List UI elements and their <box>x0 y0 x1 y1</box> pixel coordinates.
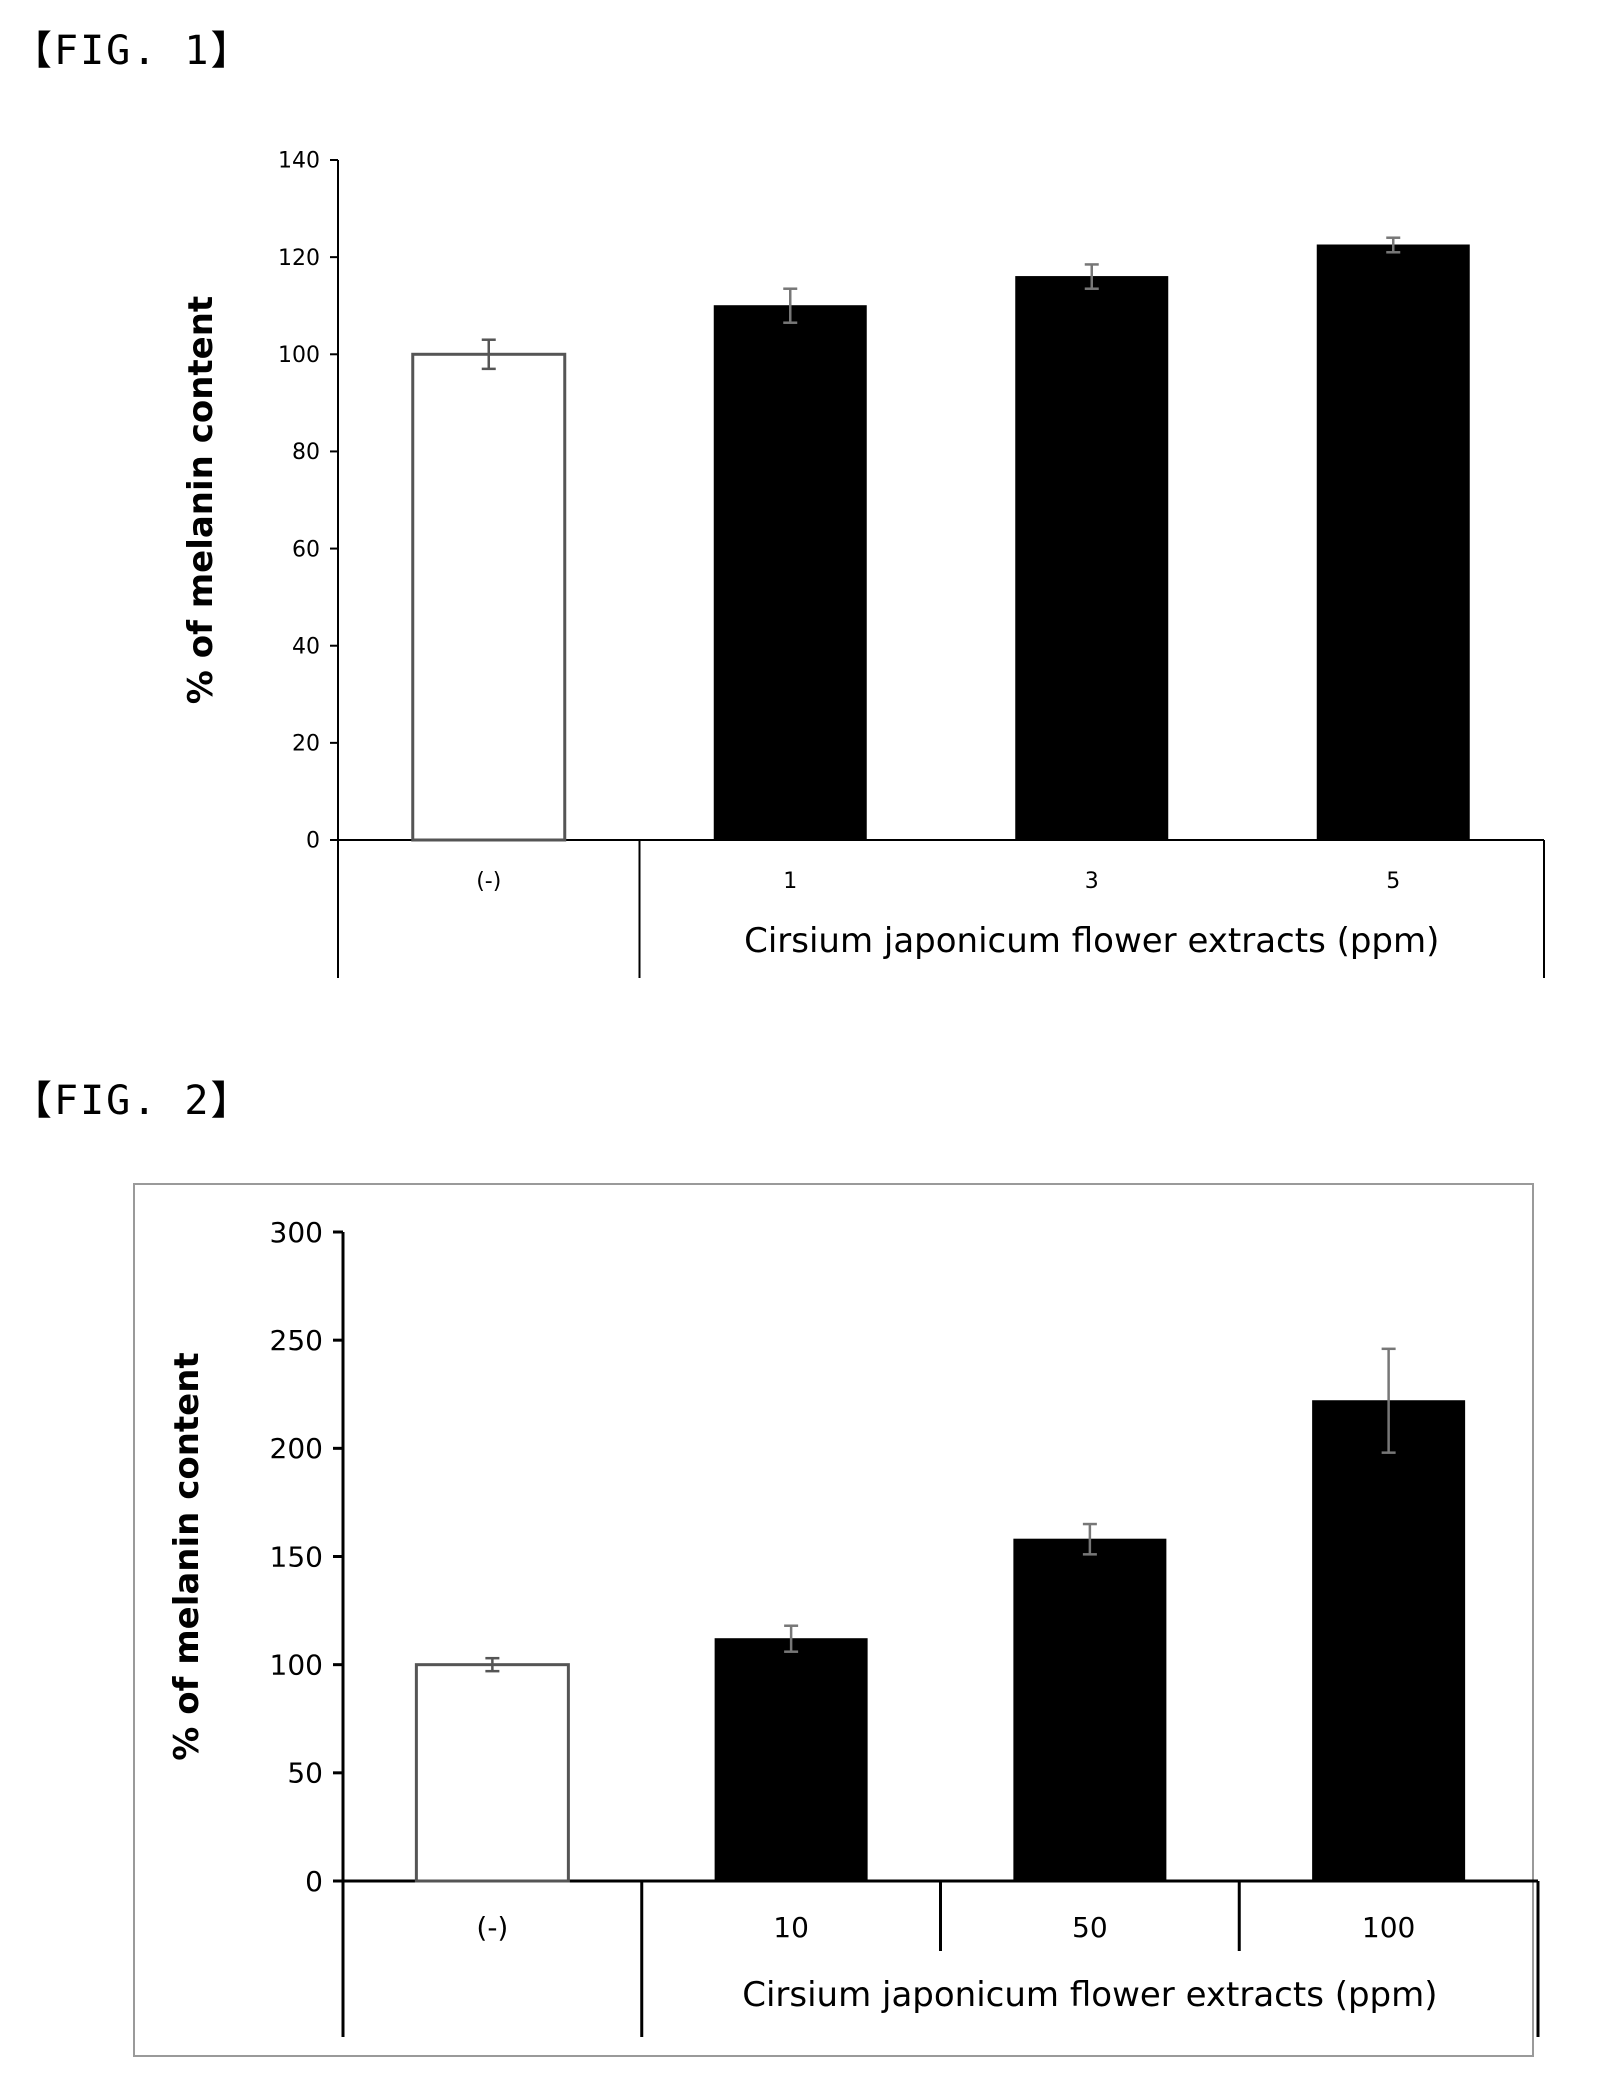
figure-2-frame <box>133 1183 1534 2057</box>
y-tick-label: 0 <box>305 1865 323 1898</box>
figure-2-label: 【FIG. 2】 <box>12 1078 253 1124</box>
bar <box>714 1638 868 1882</box>
y-tick-label: 40 <box>292 634 320 659</box>
x-category-label: (-) <box>476 1911 508 1944</box>
y-tick-label: 300 <box>270 1216 323 1249</box>
y-tick-label: 250 <box>270 1324 323 1357</box>
x-category-label: 10 <box>773 1911 809 1944</box>
y-axis-label: % of melanin content <box>181 296 221 704</box>
y-axis-label: % of melanin content <box>167 1352 207 1760</box>
y-tick-label: 80 <box>292 440 320 465</box>
y-tick-label: 100 <box>270 1648 323 1681</box>
x-axis-label: Cirsium japonicum flower extracts (ppm) <box>744 921 1439 961</box>
bar <box>411 352 567 842</box>
y-tick-label: 150 <box>270 1540 323 1573</box>
bar <box>1015 276 1169 841</box>
y-tick-label: 20 <box>292 732 320 757</box>
x-category-label: 1 <box>783 869 797 894</box>
figure-1-bar-chart: 0 20 40 60 80 100 120 140 (-) 1 3 5 Cirsium japonicu… <box>181 149 1545 978</box>
bar <box>1312 1400 1466 1882</box>
y-tick-label: 0 <box>306 829 320 854</box>
y-tick-label: 50 <box>287 1757 323 1790</box>
y-tick-label: 140 <box>278 149 320 174</box>
y-tick-label: 60 <box>292 537 320 562</box>
x-category-label: 3 <box>1085 869 1099 894</box>
bar <box>1316 244 1470 841</box>
x-category-label: 5 <box>1386 869 1400 894</box>
figure-1-label: 【FIG. 1】 <box>12 28 253 74</box>
x-category-label: 50 <box>1072 1911 1108 1944</box>
x-category-label: 100 <box>1362 1911 1415 1944</box>
y-tick-label: 200 <box>270 1432 323 1465</box>
x-axis-label: Cirsium japonicum flower extracts (ppm) <box>742 1975 1437 2015</box>
y-tick-label: 100 <box>278 343 320 368</box>
y-tick-label: 120 <box>278 246 320 271</box>
bar <box>414 1663 570 1883</box>
x-category-label: (-) <box>476 869 501 894</box>
bar <box>713 305 867 841</box>
bar <box>1013 1538 1167 1882</box>
figure-2-bar-chart: 0 50 100 150 200 250 300 (-) 10 50 100 Cirsium japo… <box>167 1216 1540 2037</box>
